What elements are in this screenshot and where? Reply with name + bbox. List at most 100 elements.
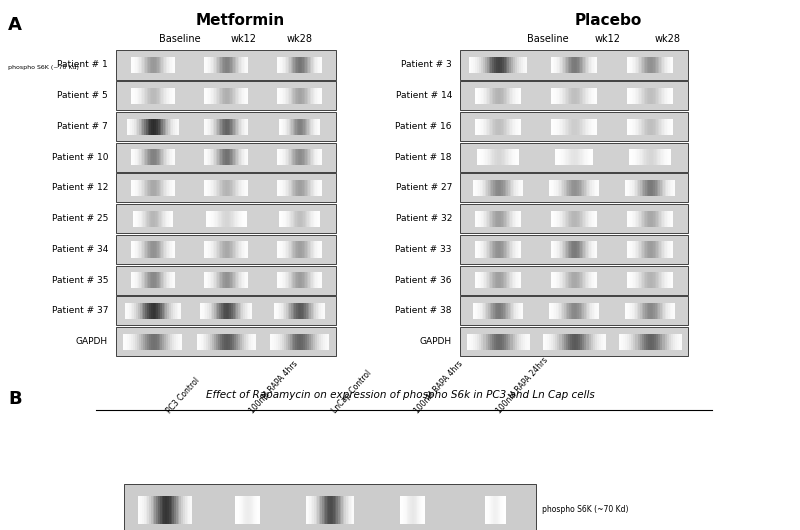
Bar bbox=[236, 119, 238, 135]
Bar bbox=[227, 119, 230, 135]
Bar bbox=[154, 88, 156, 104]
Bar bbox=[145, 211, 146, 227]
Bar bbox=[562, 211, 564, 227]
Bar bbox=[498, 242, 500, 258]
Bar bbox=[565, 242, 566, 258]
Bar bbox=[489, 211, 490, 227]
Bar bbox=[590, 57, 593, 73]
Bar bbox=[165, 242, 166, 258]
Bar bbox=[501, 272, 503, 288]
Bar bbox=[497, 272, 498, 288]
Bar bbox=[167, 149, 170, 165]
Bar bbox=[564, 334, 566, 350]
Bar bbox=[278, 57, 279, 73]
Bar bbox=[213, 57, 214, 73]
Bar bbox=[584, 334, 587, 350]
Bar bbox=[153, 57, 154, 73]
Bar bbox=[514, 88, 515, 104]
Bar bbox=[138, 211, 140, 227]
Bar bbox=[146, 303, 147, 319]
Bar bbox=[585, 242, 586, 258]
Bar bbox=[582, 303, 584, 319]
Bar bbox=[670, 272, 672, 288]
Bar bbox=[229, 119, 231, 135]
Bar bbox=[630, 242, 632, 258]
Bar bbox=[627, 334, 630, 350]
Bar bbox=[285, 180, 286, 196]
Bar bbox=[573, 149, 574, 165]
Bar bbox=[410, 496, 412, 524]
Bar bbox=[467, 334, 470, 350]
Bar bbox=[153, 119, 154, 135]
Bar bbox=[510, 88, 512, 104]
Bar bbox=[514, 57, 515, 73]
Bar bbox=[282, 211, 284, 227]
Bar bbox=[504, 334, 506, 350]
Bar bbox=[292, 180, 294, 196]
Bar bbox=[558, 242, 561, 258]
Bar bbox=[303, 211, 305, 227]
Bar bbox=[134, 211, 135, 227]
Bar bbox=[339, 496, 342, 524]
Bar bbox=[207, 119, 209, 135]
Bar bbox=[543, 334, 546, 350]
Bar bbox=[242, 180, 244, 196]
Bar bbox=[630, 334, 632, 350]
Bar bbox=[296, 303, 298, 319]
Text: Metformin: Metformin bbox=[195, 13, 285, 28]
Bar bbox=[235, 496, 237, 524]
Bar bbox=[648, 334, 650, 350]
Bar bbox=[293, 303, 294, 319]
Bar bbox=[278, 334, 280, 350]
Bar bbox=[222, 88, 223, 104]
Bar bbox=[558, 88, 559, 104]
Bar bbox=[165, 272, 166, 288]
Bar bbox=[670, 211, 672, 227]
Bar bbox=[320, 149, 322, 165]
Bar bbox=[211, 272, 213, 288]
Bar bbox=[501, 211, 503, 227]
Bar bbox=[512, 119, 514, 135]
Bar bbox=[235, 57, 237, 73]
Bar bbox=[494, 334, 496, 350]
Bar bbox=[290, 149, 293, 165]
Bar bbox=[475, 242, 477, 258]
Bar bbox=[642, 149, 643, 165]
Bar bbox=[582, 242, 583, 258]
Bar bbox=[158, 496, 160, 524]
Bar bbox=[576, 303, 578, 319]
Bar bbox=[514, 272, 517, 288]
Bar bbox=[256, 496, 257, 524]
Bar bbox=[214, 149, 216, 165]
Bar bbox=[662, 303, 663, 319]
Bar bbox=[220, 57, 222, 73]
Text: GAPDH: GAPDH bbox=[76, 337, 108, 346]
Bar bbox=[243, 180, 246, 196]
Bar bbox=[506, 180, 508, 196]
Bar bbox=[207, 272, 209, 288]
Bar bbox=[347, 496, 350, 524]
Bar bbox=[306, 272, 309, 288]
Bar bbox=[479, 334, 482, 350]
Bar bbox=[650, 272, 652, 288]
Bar bbox=[487, 119, 490, 135]
Bar bbox=[246, 496, 247, 524]
Bar bbox=[482, 149, 483, 165]
Bar bbox=[291, 334, 294, 350]
Bar bbox=[566, 272, 568, 288]
Bar bbox=[250, 303, 252, 319]
Bar bbox=[482, 303, 483, 319]
Bar bbox=[241, 272, 242, 288]
Bar bbox=[290, 303, 291, 319]
Bar bbox=[570, 242, 571, 258]
Bar bbox=[318, 57, 320, 73]
Bar bbox=[146, 88, 147, 104]
Bar bbox=[509, 211, 510, 227]
Bar bbox=[509, 119, 510, 135]
Bar bbox=[295, 272, 297, 288]
Bar bbox=[224, 334, 226, 350]
Bar bbox=[654, 211, 657, 227]
Bar bbox=[661, 88, 662, 104]
Bar bbox=[282, 334, 284, 350]
Bar bbox=[634, 272, 635, 288]
